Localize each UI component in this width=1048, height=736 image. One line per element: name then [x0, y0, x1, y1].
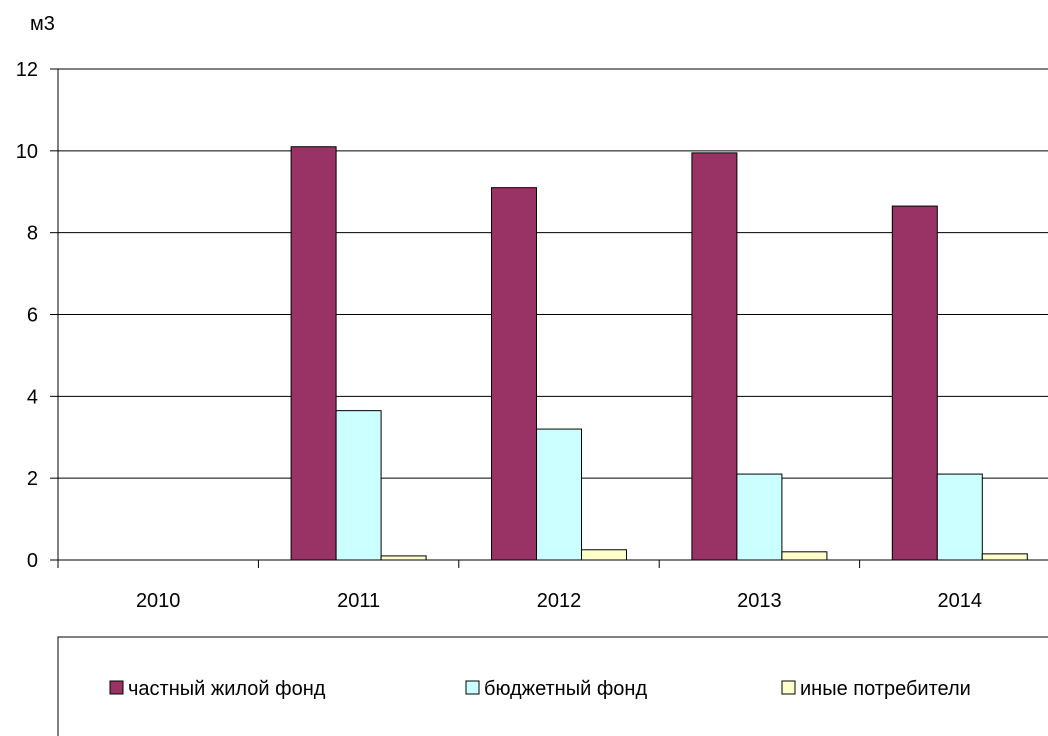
legend-swatch	[781, 680, 796, 695]
bar-1-2013	[691, 152, 738, 561]
x-tick-label: 2010	[136, 590, 181, 612]
y-tick-label: 4	[27, 386, 38, 408]
bars	[290, 146, 1028, 561]
legend-box	[57, 636, 1048, 736]
legend-swatch	[109, 680, 124, 695]
x-tick-label: 2012	[537, 590, 582, 612]
bar-1-2011	[290, 146, 337, 561]
legend-label: частный жилой фонд	[128, 678, 326, 700]
bar-3-2012	[581, 549, 627, 561]
x-tick-label: 2011	[337, 590, 380, 612]
y-tick-label: 12	[16, 59, 38, 81]
bar-3-2013	[781, 551, 828, 561]
y-tick-label: 2	[27, 468, 38, 490]
x-tick-labels: 2010 2011 2012 2013 2014	[136, 590, 982, 612]
legend-label: иные потребители	[800, 678, 971, 700]
y-tick-label: 6	[27, 305, 38, 327]
bar-1-2014	[891, 205, 938, 561]
y-tick-labels: 0 2 4 6 8 10 12	[16, 59, 38, 572]
bar-1-2012	[491, 187, 537, 561]
legend-label: бюджетный фонд	[484, 678, 647, 700]
legend-swatch	[465, 680, 480, 695]
x-tick-label: 2014	[938, 590, 983, 612]
bar-2-2011	[335, 410, 382, 561]
legend: частный жилой фонд бюджетный фонд иные пот…	[57, 636, 1048, 736]
y-tick-label: 8	[27, 223, 38, 245]
gridlines	[58, 68, 1048, 479]
x-tick-label: 2013	[737, 590, 782, 612]
bar-3-2014	[981, 553, 1028, 561]
bar-2-2013	[736, 473, 783, 561]
y-tick-label: 10	[16, 141, 38, 163]
y-tick-label: 0	[27, 550, 38, 572]
y-axis-unit-label: м3	[30, 13, 55, 35]
axes	[50, 68, 1048, 568]
bar-2-2012	[536, 428, 582, 561]
bar-3-2011	[380, 555, 427, 561]
bar-2-2014	[936, 473, 983, 561]
